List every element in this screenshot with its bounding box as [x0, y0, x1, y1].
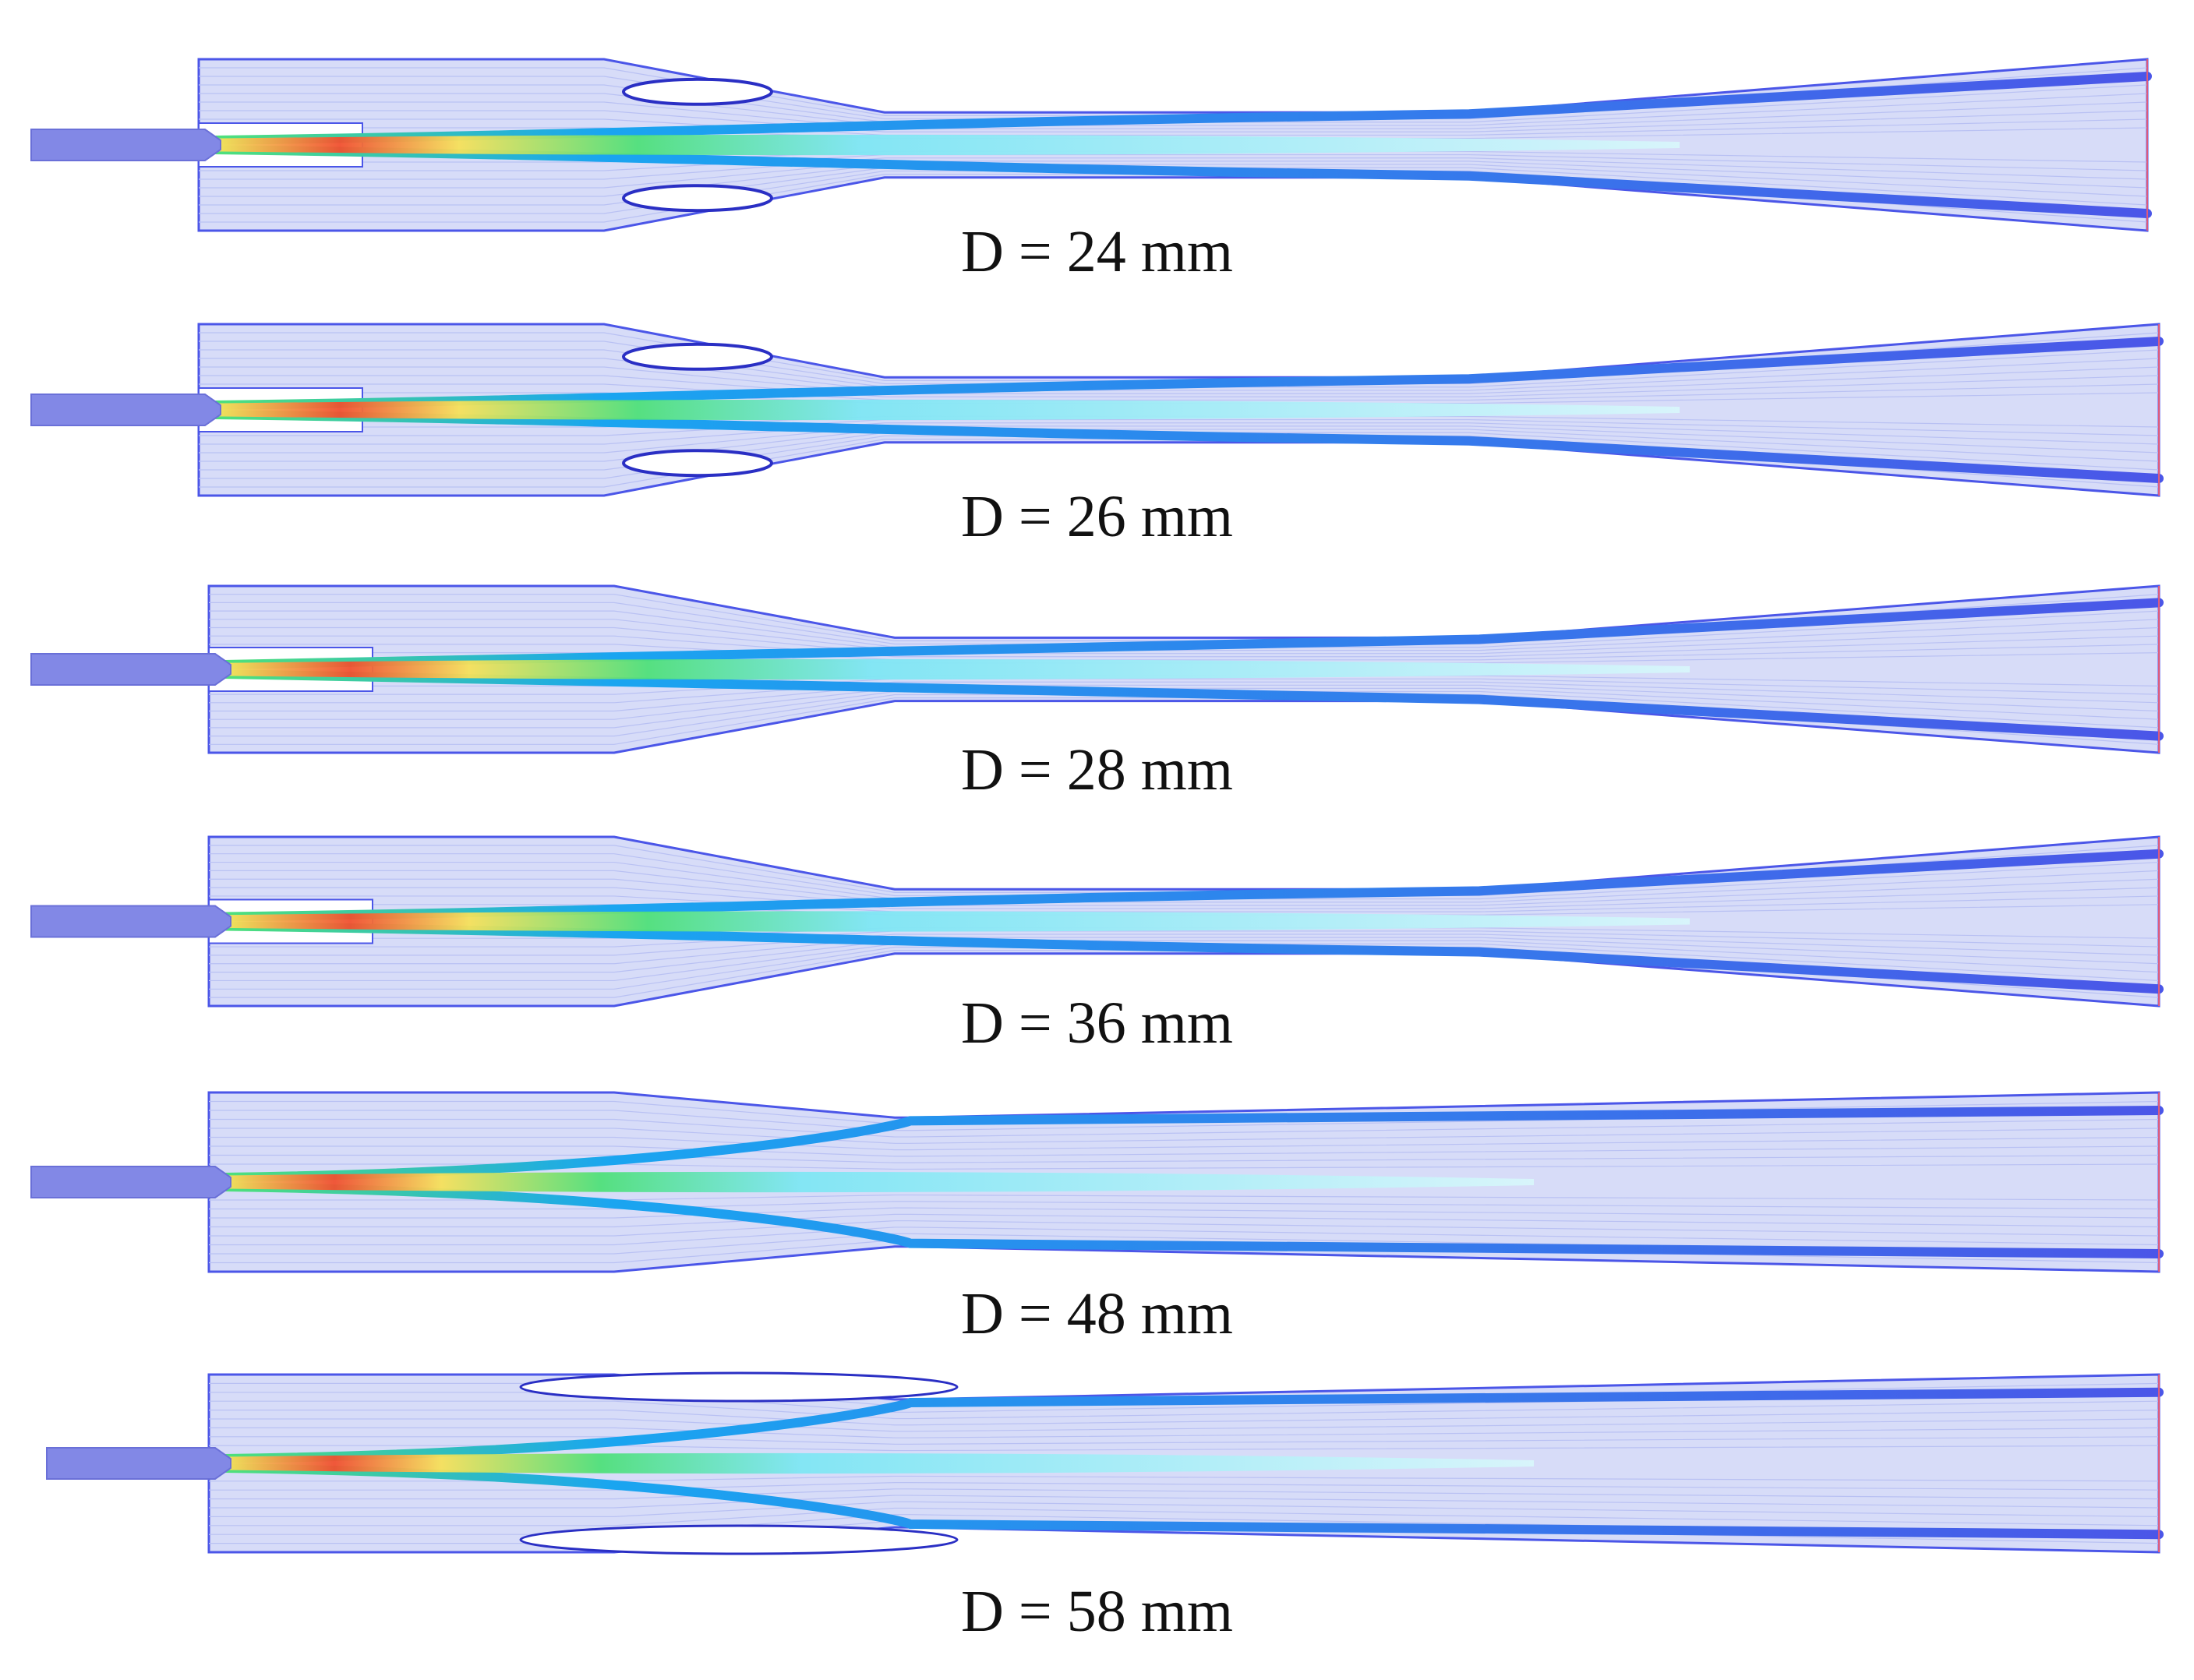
primary-nozzle	[30, 1166, 231, 1198]
recirculation-vortex	[622, 184, 773, 213]
primary-jet-core	[191, 134, 1680, 156]
ejector-contour-panel	[30, 1091, 2164, 1273]
recirculation-vortex	[622, 449, 773, 478]
recirculation-vortex	[622, 342, 773, 371]
panel-caption: D = 24 mm	[961, 219, 1233, 284]
panel-caption: D = 28 mm	[961, 737, 1233, 803]
jet-shear-layer	[220, 1182, 2164, 1258]
jet-shear-layer	[220, 1463, 2164, 1540]
jet-shear-layer	[220, 1106, 2164, 1182]
panel-caption: D = 26 mm	[961, 484, 1233, 549]
primary-jet-core	[201, 1171, 1534, 1193]
recirculation-vortex	[622, 77, 773, 106]
panel-caption: D = 48 mm	[961, 1281, 1233, 1346]
primary-jet-core	[201, 1452, 1534, 1474]
panel-caption: D = 36 mm	[961, 990, 1233, 1056]
primary-jet-core	[201, 911, 1690, 932]
jet-shear-layer	[220, 1387, 2164, 1463]
ejector-contour-panel	[30, 835, 2164, 1008]
ejector-contour-panel	[30, 584, 2164, 754]
primary-jet-core	[201, 658, 1690, 680]
panel-caption: D = 58 mm	[961, 1579, 1233, 1644]
primary-jet-core	[191, 399, 1680, 421]
separation-bubble	[519, 1524, 959, 1555]
ejector-contour-panel	[30, 58, 2152, 232]
ejector-contour-panel	[46, 1371, 2164, 1555]
primary-nozzle	[30, 905, 231, 938]
ejector-contour-panel	[30, 323, 2164, 497]
primary-nozzle	[46, 1447, 231, 1480]
separation-bubble	[519, 1371, 959, 1403]
primary-nozzle	[30, 653, 231, 686]
primary-nozzle	[30, 129, 221, 161]
primary-nozzle	[30, 394, 221, 426]
